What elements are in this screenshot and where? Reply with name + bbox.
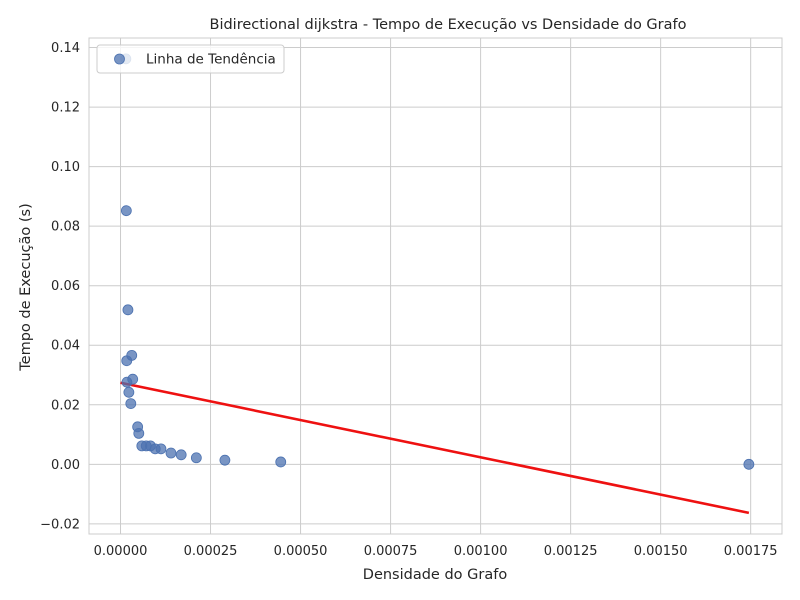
trend-line-layer <box>120 381 750 515</box>
y-tick-label: 0.08 <box>51 220 80 235</box>
y-axis-label: Tempo de Execução (s) <box>18 203 34 371</box>
x-axis-label: Densidade do Grafo <box>363 567 508 583</box>
legend-marker <box>114 53 125 65</box>
scatter-points-layer <box>120 53 755 470</box>
y-tick-label: 0.10 <box>51 160 80 175</box>
scatter-point <box>275 456 287 468</box>
y-tick-label: 0.12 <box>51 101 80 116</box>
scatter-point <box>122 304 134 316</box>
x-tick-label: 0.00025 <box>184 544 238 559</box>
y-tick-label: 0.06 <box>51 279 80 294</box>
scatter-point <box>125 398 137 410</box>
scatter-point <box>127 373 139 385</box>
x-tick-labels: 0.00000 0.00025 0.00050 0.00075 0.00100 0.001… <box>94 544 778 559</box>
x-tick-label: 0.00100 <box>454 544 508 559</box>
scatter-point <box>219 454 231 466</box>
trend-line <box>120 381 750 515</box>
scatter-point <box>133 427 145 439</box>
x-tick-label: 0.00175 <box>724 544 778 559</box>
y-tick-label: 0.00 <box>51 458 80 473</box>
x-tick-label: 0.00000 <box>94 544 148 559</box>
x-tick-label: 0.00150 <box>634 544 688 559</box>
scatter-point <box>126 349 138 361</box>
scatter-point <box>743 458 755 470</box>
scatter-point <box>123 386 135 398</box>
y-tick-label: 0.04 <box>51 339 80 354</box>
chart-title: Bidirectional dijkstra - Tempo de Execuç… <box>210 17 687 33</box>
scatter-point <box>155 443 167 455</box>
plot-area <box>88 37 783 535</box>
x-tick-label: 0.00075 <box>364 544 418 559</box>
scatter-point <box>120 205 132 217</box>
legend-box <box>96 44 285 74</box>
x-tick-label: 0.00050 <box>274 544 328 559</box>
y-tick-label: 0.14 <box>51 41 80 56</box>
y-tick-labels: −0.02 0.00 0.02 0.04 0.06 0.08 0.10 0.12 0.14 <box>40 41 80 532</box>
y-tick-label: −0.02 <box>40 517 80 532</box>
legend: Linha de Tendência <box>96 44 285 74</box>
y-tick-label: 0.02 <box>51 398 80 413</box>
plot-frame <box>88 37 783 535</box>
scatter-point <box>165 447 177 459</box>
x-tick-label: 0.00125 <box>544 544 598 559</box>
legend-label: Linha de Tendência <box>146 52 276 68</box>
scatter-point <box>175 449 187 461</box>
grid-lines <box>89 38 782 534</box>
scatter-point <box>190 452 202 464</box>
